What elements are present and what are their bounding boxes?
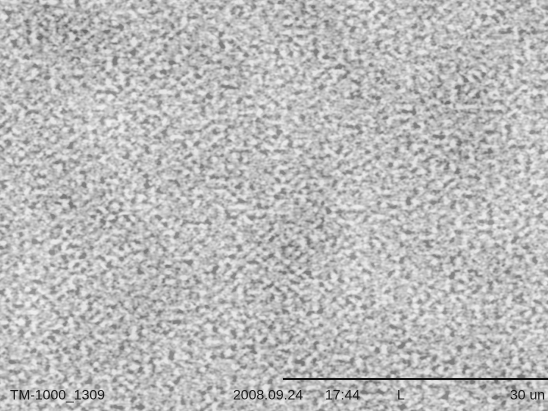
time: 17:44 xyxy=(325,387,360,403)
instrument-id: TM-1000_1309 xyxy=(10,387,105,403)
mode: L xyxy=(397,387,405,403)
date: 2008.09.24 xyxy=(233,387,303,403)
sem-image xyxy=(10,8,548,375)
scale-label: 30 un xyxy=(510,387,545,403)
